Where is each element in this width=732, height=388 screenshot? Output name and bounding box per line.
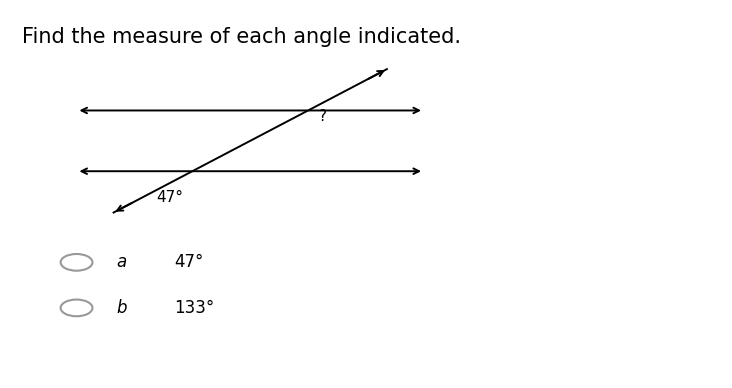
Text: a: a xyxy=(116,253,127,271)
Text: Find the measure of each angle indicated.: Find the measure of each angle indicated… xyxy=(22,27,461,47)
Text: b: b xyxy=(116,299,127,317)
Text: 47°: 47° xyxy=(156,190,183,205)
Text: 47°: 47° xyxy=(174,253,203,271)
Text: ?: ? xyxy=(319,109,327,124)
Text: 133°: 133° xyxy=(174,299,214,317)
